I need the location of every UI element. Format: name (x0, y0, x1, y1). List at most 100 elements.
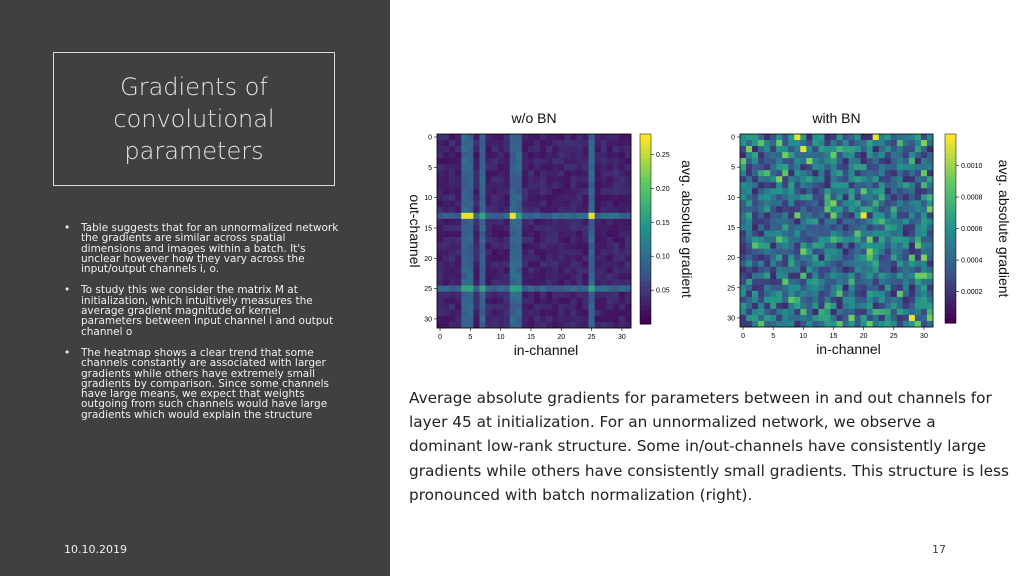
heatmap-cell (812, 236, 819, 243)
heatmap-cell (540, 309, 547, 317)
heatmap-cell (794, 134, 801, 141)
heatmap-cell (479, 146, 486, 153)
bullet-item: • The heatmap shows a clear trend that so… (64, 348, 339, 420)
colorbar-segment (640, 281, 651, 287)
heatmap-cell (908, 230, 916, 237)
y-tick-label: 20 (424, 256, 432, 263)
heatmap-cell (896, 206, 904, 213)
heatmap-cell (515, 200, 523, 208)
heatmap-cell (624, 243, 632, 250)
heatmap-cell (491, 188, 498, 195)
heatmap-cell (600, 188, 608, 195)
heatmap-cell (570, 261, 577, 268)
heatmap-cell (558, 158, 565, 165)
heatmap-cell (812, 290, 819, 298)
heatmap-cell (794, 218, 801, 225)
heatmap-cell (782, 260, 789, 267)
heatmap-cell (467, 146, 474, 153)
heatmap-cell (908, 302, 916, 310)
heatmap-cell (746, 152, 753, 159)
heatmap-cell (521, 261, 529, 268)
bullet-text-1: Table suggests that for an unnormalized … (81, 222, 339, 276)
heatmap-cell (890, 314, 898, 322)
heatmap-cell (914, 230, 922, 237)
heatmap-cell (776, 194, 783, 201)
heatmap-cell (782, 164, 789, 171)
heatmap-cell (600, 249, 608, 256)
heatmap-cell (600, 200, 608, 208)
heatmap-cell (558, 231, 565, 238)
heatmap-cell (848, 218, 855, 225)
heatmap-cell (914, 140, 922, 147)
heatmap-cell (546, 255, 553, 262)
heatmap-cell (467, 303, 474, 311)
heatmap-cell (467, 237, 474, 244)
heatmap-cell (540, 176, 547, 183)
heatmap-cell (594, 267, 601, 274)
heatmap-cell (872, 194, 880, 201)
heatmap-cell (902, 302, 910, 310)
heatmap-cell (836, 158, 843, 165)
heatmap-cell (497, 152, 504, 159)
heatmap-cell (854, 230, 861, 237)
heatmap-cell (443, 261, 450, 268)
heatmap-cell (830, 290, 837, 298)
heatmap-cell (884, 242, 892, 249)
heatmap-cell (764, 278, 771, 286)
heatmap-cell (890, 242, 898, 249)
heatmap-cell (582, 140, 589, 147)
heatmap-cell (515, 315, 523, 323)
heatmap-cell (600, 261, 608, 268)
heatmap-cell (854, 290, 861, 298)
heatmap-cell (437, 176, 444, 183)
heatmap-cell (546, 188, 553, 195)
heatmap-cell (558, 267, 565, 274)
heatmap-cell (455, 273, 462, 280)
heatmap-cell (908, 140, 916, 147)
heatmap-cell (540, 206, 547, 214)
heatmap-cell (521, 279, 529, 286)
heatmap-cell (764, 290, 771, 298)
heatmap-cell (594, 303, 601, 311)
heatmap-cell (594, 273, 601, 280)
heatmap-cell (570, 321, 577, 329)
heatmap-cell (461, 285, 468, 292)
heatmap-cell (740, 272, 747, 280)
colorbar-segment (945, 157, 956, 163)
heatmap-cell (443, 321, 450, 329)
heatmap-cell (866, 260, 873, 267)
heatmap-cell (552, 267, 559, 274)
heatmap-cell (515, 146, 523, 153)
heatmap-cell (854, 140, 861, 147)
heatmap-cell (606, 170, 614, 177)
heatmap-cell (776, 290, 783, 298)
heatmap-cell (503, 206, 511, 214)
heatmap-cell (527, 212, 535, 220)
heatmap-cell (509, 321, 517, 329)
heatmap-cell (740, 194, 747, 201)
heatmap-cell (794, 302, 801, 310)
heatmap-cell (800, 248, 807, 255)
heatmap-cell (764, 272, 771, 280)
heatmap-cell (854, 170, 861, 177)
heatmap-cell (782, 272, 789, 280)
heatmap-cell (878, 140, 886, 147)
heatmap-cell (908, 170, 916, 177)
heatmap-cell (890, 248, 898, 255)
heatmap-cell (600, 176, 608, 183)
heatmap-cell (546, 237, 553, 244)
heatmap-cell (479, 297, 486, 305)
heatmap-cell (794, 296, 801, 304)
heatmap-cell (467, 212, 474, 220)
heatmap-cell (570, 291, 577, 298)
heatmap-cell (467, 309, 474, 317)
heatmap-cell (503, 243, 511, 250)
heatmap-cell (546, 309, 553, 317)
heatmap-cell (764, 188, 771, 195)
heatmap-cell (594, 206, 601, 214)
heatmap-cell (920, 140, 928, 147)
heatmap-cell (758, 254, 765, 261)
heatmap-cell (782, 314, 789, 322)
heatmap-cell (908, 188, 916, 195)
